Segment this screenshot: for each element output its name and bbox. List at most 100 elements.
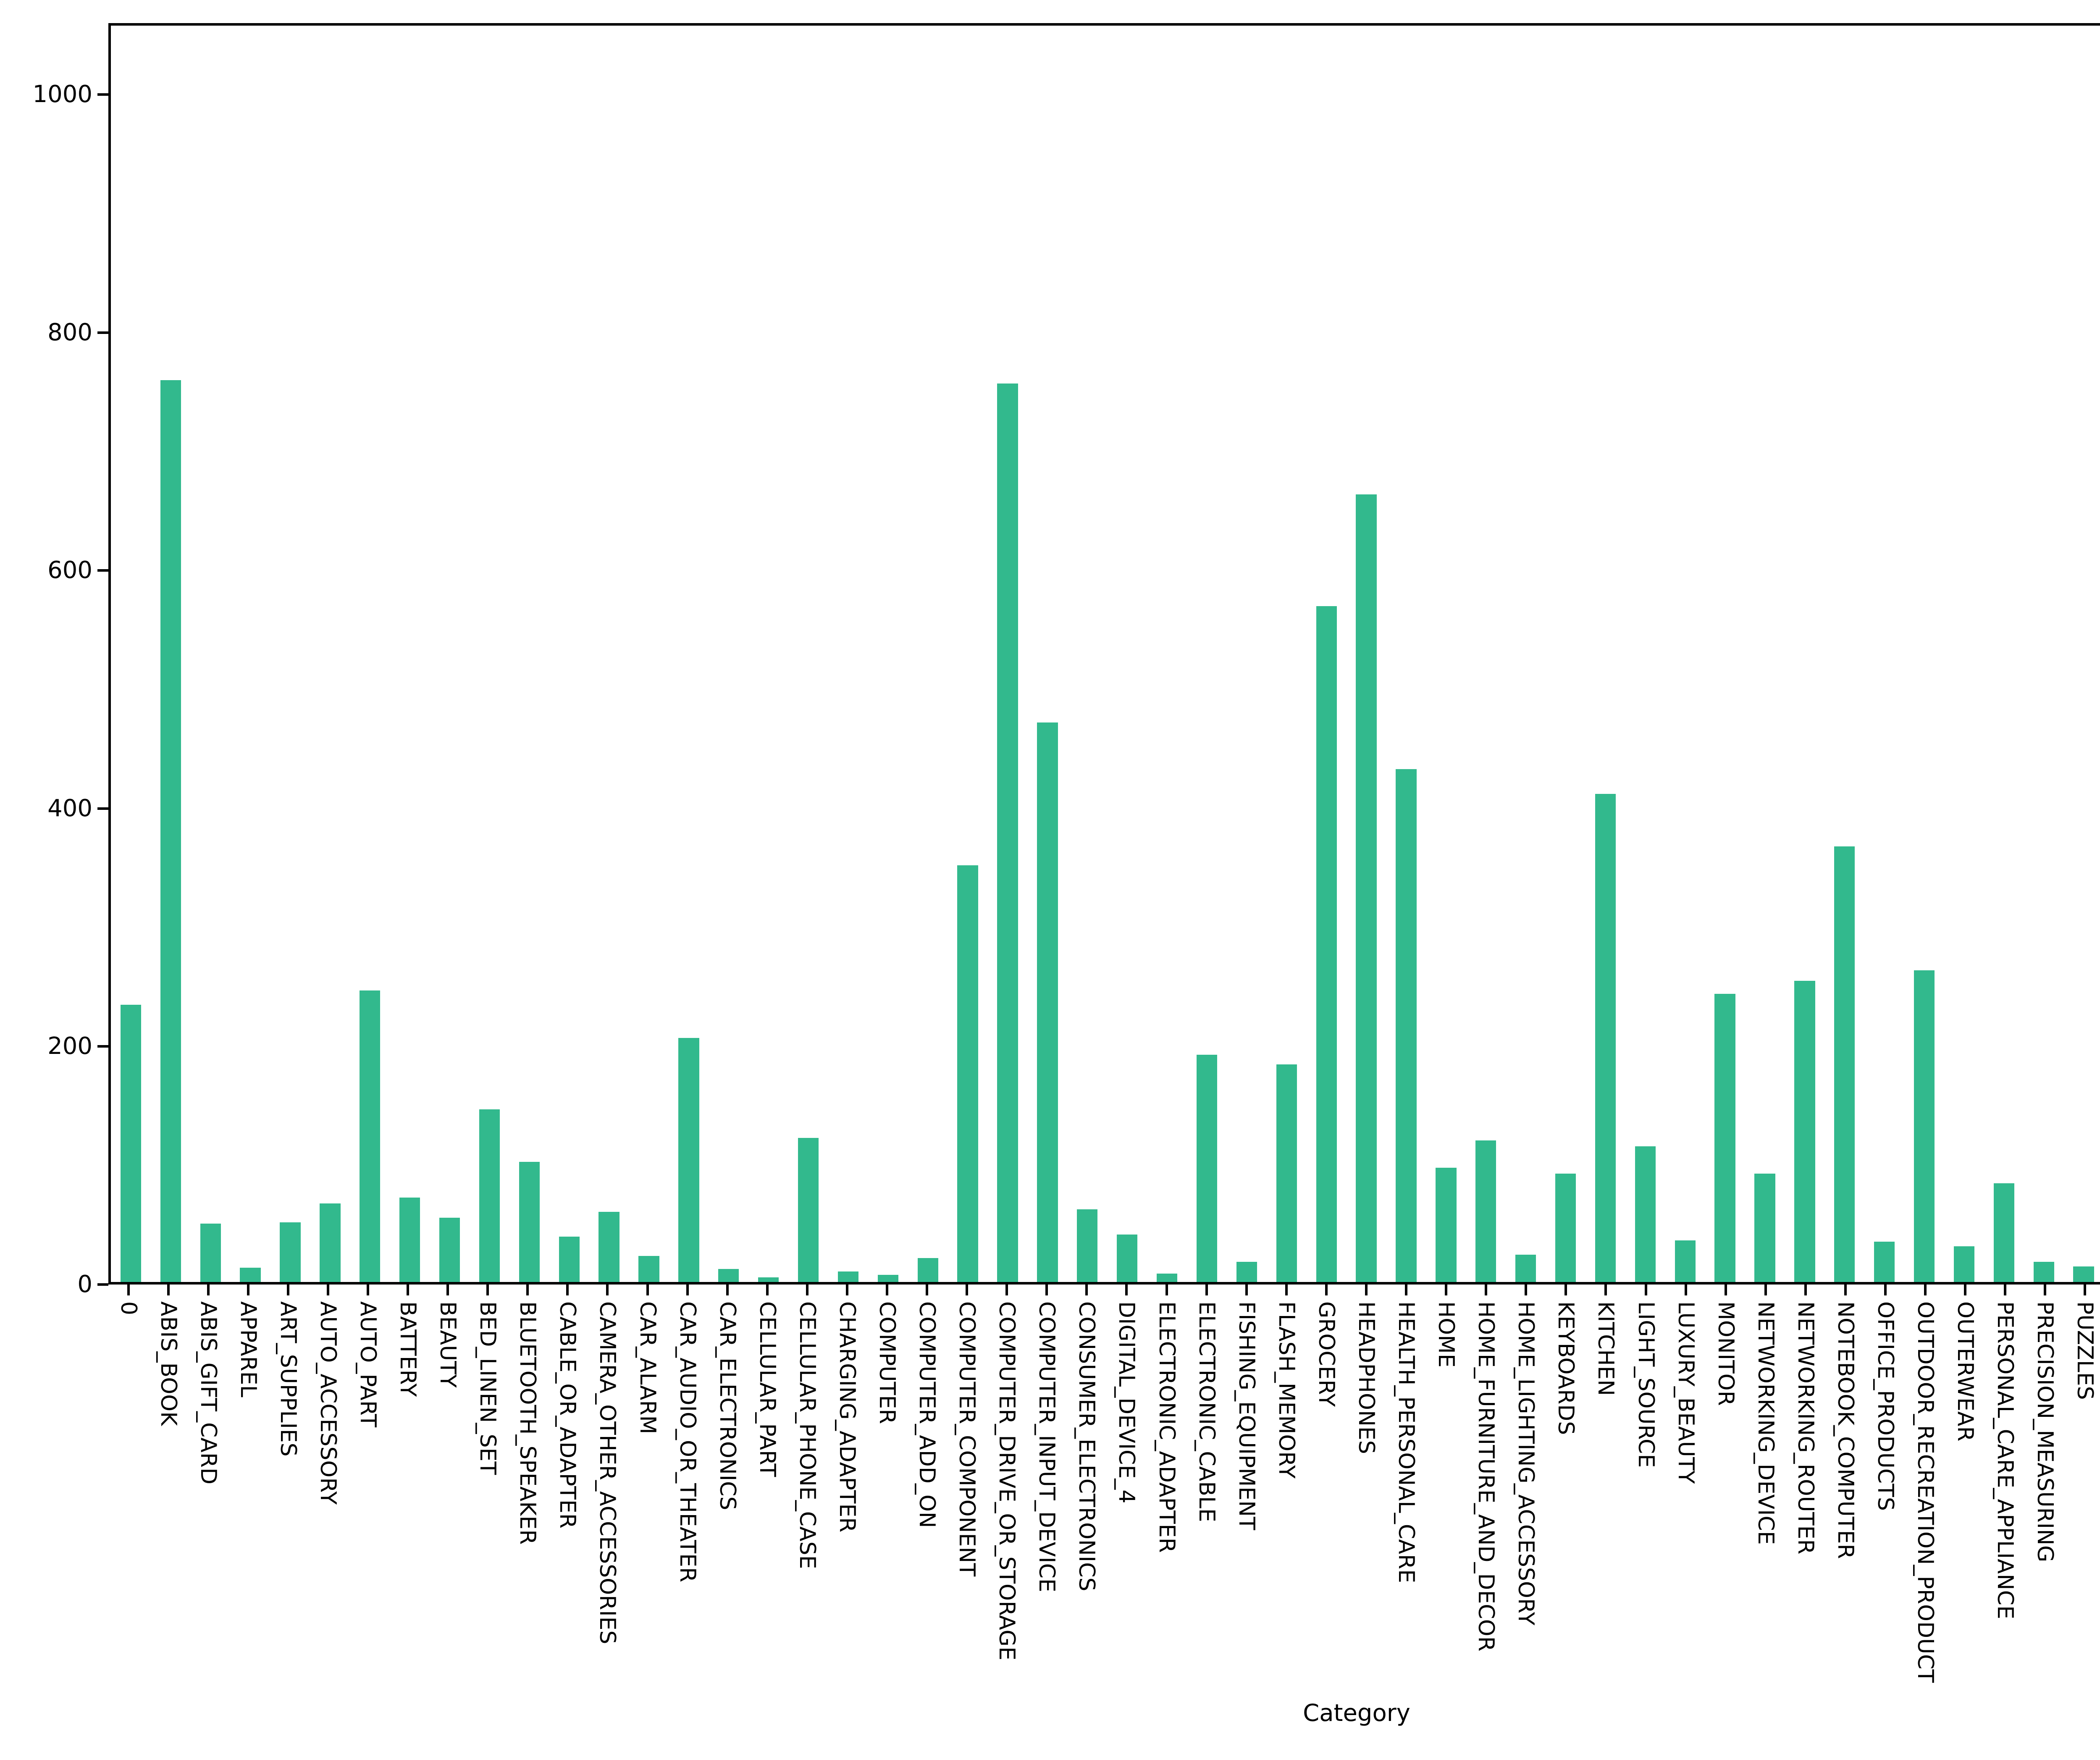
bar[interactable]: [1156, 1274, 1178, 1282]
x-tick-label: COMPUTER_COMPONENT: [954, 1301, 980, 1577]
bar[interactable]: [678, 1038, 699, 1282]
x-label-slot: MONITOR: [1706, 1301, 1746, 1688]
bar[interactable]: [1794, 981, 1815, 1282]
x-tick-mark: [1804, 1285, 1807, 1295]
x-axis-tick: [468, 1285, 508, 1301]
x-tick-label: OUTDOOR_RECREATION_PRODUCT: [1913, 1301, 1938, 1683]
bar[interactable]: [1515, 1254, 1536, 1282]
bar-slot: [1864, 26, 1904, 1282]
x-axis-tick: [1027, 1285, 1067, 1301]
bar[interactable]: [1834, 846, 1855, 1282]
x-label-slot: COMPUTER_DRIVE_OR_STORAGE: [987, 1301, 1027, 1688]
x-tick-mark: [686, 1285, 689, 1295]
bar[interactable]: [1555, 1174, 1576, 1282]
bar[interactable]: [598, 1211, 620, 1282]
x-axis-tick: [1825, 1285, 1865, 1301]
x-tick-mark: [926, 1285, 929, 1295]
bar[interactable]: [718, 1269, 739, 1282]
bar[interactable]: [519, 1161, 540, 1282]
bar[interactable]: [957, 865, 978, 1282]
bar[interactable]: [479, 1109, 500, 1282]
x-tick-label: OUTERWEAR: [1953, 1301, 1978, 1442]
bar[interactable]: [1953, 1246, 1975, 1282]
x-axis-tick: [987, 1285, 1027, 1301]
bar[interactable]: [1356, 494, 1377, 1282]
bar[interactable]: [1037, 722, 1058, 1282]
bar[interactable]: [1874, 1241, 1895, 1282]
bar-slot: [1944, 26, 1984, 1282]
bar[interactable]: [1436, 1168, 1457, 1282]
x-tick-label: HEALTH_PERSONAL_CARE: [1394, 1301, 1419, 1583]
bar[interactable]: [1595, 794, 1616, 1282]
x-axis-tick: [1306, 1285, 1346, 1301]
x-tick-mark: [367, 1285, 369, 1295]
bar[interactable]: [1914, 970, 1935, 1282]
x-axis-tick: [747, 1285, 787, 1301]
x-axis-tick: [2065, 1285, 2100, 1301]
x-tick-mark: [1884, 1285, 1887, 1295]
x-axis-tick: [1266, 1285, 1306, 1301]
x-tick-mark: [1365, 1285, 1368, 1295]
bar[interactable]: [2033, 1261, 2054, 1282]
bar[interactable]: [360, 990, 381, 1282]
bar[interactable]: [1396, 769, 1417, 1282]
bar[interactable]: [1117, 1234, 1138, 1282]
bar[interactable]: [320, 1203, 341, 1282]
x-label-slot: PERSONAL_CARE_APPLIANCE: [1985, 1301, 2025, 1688]
bar-slot: [1904, 26, 1944, 1282]
bar[interactable]: [1675, 1240, 1696, 1282]
bar[interactable]: [280, 1222, 301, 1282]
x-tick-mark: [167, 1285, 170, 1295]
bar-slot: [1745, 26, 1785, 1282]
x-tick-label: AUTO_PART: [355, 1301, 381, 1428]
bar[interactable]: [1196, 1054, 1218, 1282]
bar[interactable]: [917, 1258, 938, 1282]
bar[interactable]: [559, 1237, 580, 1282]
bar[interactable]: [160, 380, 181, 1282]
x-tick-mark: [966, 1285, 969, 1295]
x-tick-mark: [1644, 1285, 1647, 1295]
x-tick-label: BLUETOOTH_SPEAKER: [515, 1301, 541, 1545]
bar[interactable]: [2073, 1266, 2094, 1282]
x-label-slot: CAMERA_OTHER_ACCESSORIES: [588, 1301, 627, 1688]
bar[interactable]: [399, 1197, 420, 1282]
bar-slot: [430, 26, 470, 1282]
bar[interactable]: [758, 1277, 779, 1282]
bar[interactable]: [1316, 606, 1337, 1282]
bar-slot: [1665, 26, 1705, 1282]
x-tick-mark: [845, 1285, 848, 1295]
x-axis-tick: [1666, 1285, 1706, 1301]
x-tick-label: FLASH_MEMORY: [1273, 1301, 1299, 1479]
bar[interactable]: [638, 1256, 659, 1282]
bar[interactable]: [1475, 1140, 1496, 1282]
bar[interactable]: [1754, 1174, 1775, 1282]
bar-slot: [1147, 26, 1187, 1282]
x-tick-mark: [1205, 1285, 1208, 1295]
bar-slot: [549, 26, 589, 1282]
bar-slot: [1107, 26, 1147, 1282]
bar[interactable]: [837, 1271, 859, 1282]
bar[interactable]: [1276, 1064, 1297, 1282]
bar[interactable]: [798, 1138, 819, 1282]
bar[interactable]: [1993, 1183, 2014, 1282]
bar[interactable]: [1635, 1146, 1656, 1282]
bar[interactable]: [1714, 994, 1735, 1282]
x-axis-tick-labels: 0 ABIS_BOOK ABIS_GIFT_CARD APPAREL ART_SUPPL…: [108, 1301, 2100, 1688]
bar[interactable]: [120, 1004, 142, 1282]
bar-slot: [390, 26, 430, 1282]
x-tick-mark: [806, 1285, 808, 1295]
bar-slot: [1347, 26, 1386, 1282]
bar-slot: [509, 26, 549, 1282]
bar-slot: [1824, 26, 1864, 1282]
x-axis-tick: [588, 1285, 627, 1301]
x-tick-label: CAMERA_OTHER_ACCESSORIES: [595, 1301, 620, 1644]
bar[interactable]: [200, 1224, 221, 1282]
x-label-slot: NOTEBOOK_COMPUTER: [1825, 1301, 1865, 1688]
bar[interactable]: [997, 384, 1018, 1282]
bar[interactable]: [439, 1218, 460, 1282]
bar[interactable]: [1236, 1261, 1257, 1282]
bar[interactable]: [877, 1275, 899, 1282]
bar[interactable]: [240, 1268, 261, 1282]
bar[interactable]: [1077, 1209, 1098, 1282]
x-tick-mark: [326, 1285, 329, 1295]
